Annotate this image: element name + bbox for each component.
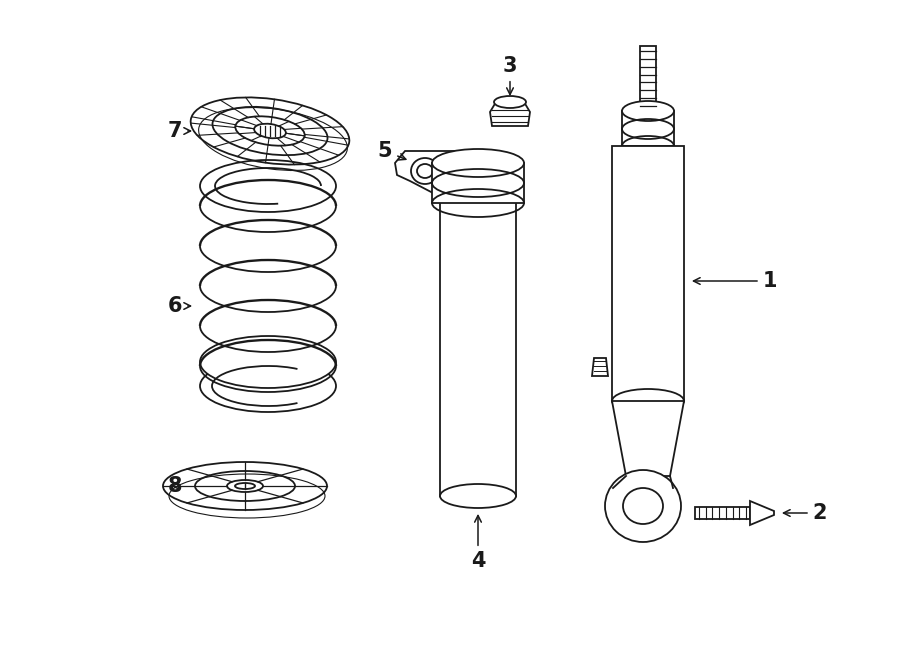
Ellipse shape [612,389,684,413]
Text: 1: 1 [694,271,778,291]
Ellipse shape [191,97,349,165]
Polygon shape [592,358,608,376]
Ellipse shape [494,96,526,108]
Polygon shape [432,163,524,203]
Ellipse shape [200,336,336,388]
Ellipse shape [254,124,286,138]
Ellipse shape [200,360,336,412]
Ellipse shape [622,101,674,121]
Ellipse shape [227,480,263,492]
Ellipse shape [163,462,327,510]
Polygon shape [622,111,674,146]
Polygon shape [612,146,684,401]
Polygon shape [395,151,515,193]
Polygon shape [695,507,750,519]
Text: 2: 2 [784,503,827,523]
Text: 7: 7 [167,121,191,141]
Text: 5: 5 [378,141,406,161]
Ellipse shape [605,470,681,542]
Text: 8: 8 [167,476,182,496]
Text: 3: 3 [503,56,517,95]
Text: 6: 6 [167,296,191,316]
Polygon shape [440,193,516,496]
Polygon shape [612,401,684,476]
Polygon shape [640,46,656,111]
Polygon shape [750,501,774,525]
Ellipse shape [432,149,524,177]
Text: 4: 4 [471,516,485,571]
Polygon shape [490,102,530,126]
Ellipse shape [440,484,516,508]
